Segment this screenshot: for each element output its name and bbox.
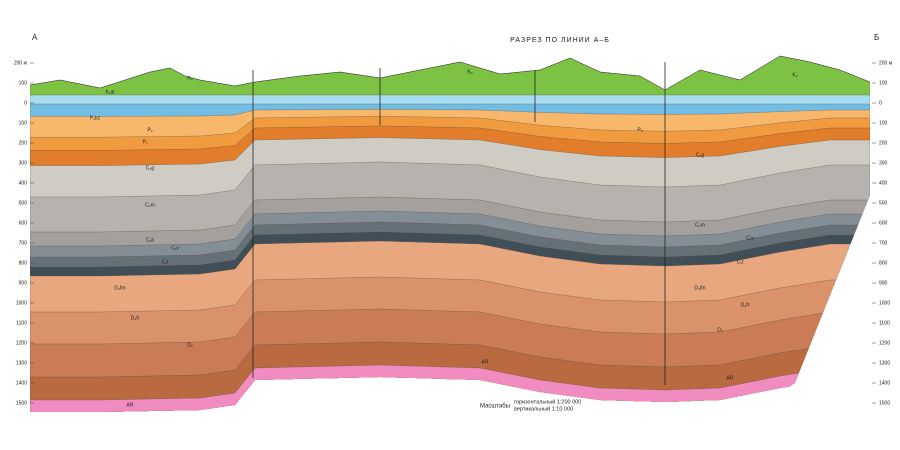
tick-label: 100 xyxy=(879,120,888,126)
tick-label: 200 xyxy=(879,140,888,146)
tick-label: 800 xyxy=(19,260,28,266)
tick-label: 1100 xyxy=(879,320,890,326)
tick-label: 700 xyxy=(879,240,888,246)
tick-label: 500 xyxy=(879,200,888,206)
tick-label: 0 xyxy=(879,100,882,106)
tick-label: 700 xyxy=(19,240,28,246)
tick-label: 100 xyxy=(879,80,888,86)
layer-label: K₂ xyxy=(467,69,472,75)
tick-label: 200 м xyxy=(879,60,893,66)
tick-label: 1100 xyxy=(16,320,27,326)
layer-label: C₃g xyxy=(696,152,705,158)
tick-label: 900 xyxy=(879,280,888,286)
tick-label: 400 xyxy=(19,180,28,186)
layer-label: C₂b xyxy=(146,237,155,243)
surface xyxy=(29,55,871,91)
tick-label: 200 xyxy=(19,140,28,146)
tick-label: 1400 xyxy=(879,380,890,386)
layer-label: P₂kz xyxy=(90,115,101,121)
layer-label: P₂ xyxy=(637,127,642,133)
corner-left: А xyxy=(32,33,38,42)
layer-label: D₂ xyxy=(717,327,723,333)
layer-label: D₂ xyxy=(187,342,193,348)
layer-labels: K₂ K₁al P₂ P₂kz P₁ C₃g C₂m C₂b C₁v C₁t D₃fm D₃fr D₂ A… xyxy=(90,69,798,408)
layer-label: C₁t xyxy=(162,259,169,265)
layer-label: AR xyxy=(482,359,489,365)
tick-label: 1200 xyxy=(879,340,890,346)
tick-label: 1000 xyxy=(16,300,27,306)
layer-label: C₁t xyxy=(737,259,744,265)
layer-label: AR xyxy=(727,375,734,381)
tick-label: 0 xyxy=(24,100,27,106)
corner-right: Б xyxy=(874,33,879,42)
tick-label: 100 xyxy=(19,120,28,126)
tick-label: 800 xyxy=(879,260,888,266)
tick-label: 1300 xyxy=(879,360,890,366)
layer-label: C₃g xyxy=(146,165,155,171)
tick-label: 600 xyxy=(19,220,28,226)
scale-vertical: вертикальный 1:10 000 xyxy=(514,405,573,412)
layer-label: K₂ xyxy=(792,72,797,78)
layer-label: K₂ xyxy=(187,75,192,81)
layer-label: C₁v xyxy=(746,235,754,241)
tick-label: 300 xyxy=(879,160,888,166)
layer-label: D₃fr xyxy=(131,315,140,321)
title: РАЗРЕЗ ПО ЛИНИИ А–Б xyxy=(510,37,610,44)
boreholes xyxy=(252,62,666,385)
layer-label: C₂m xyxy=(695,222,705,228)
layer-label: C₁v xyxy=(171,245,179,251)
scale-horizontal: горизонтальный 1:200 000 xyxy=(514,398,581,405)
tick-label: 1300 xyxy=(16,360,27,366)
layer-label: C₂m xyxy=(145,202,155,208)
tick-label: 400 xyxy=(879,180,888,186)
tick-label: 1200 xyxy=(16,340,27,346)
tick-label: 1500 xyxy=(879,400,890,406)
layer-label: D₃fm xyxy=(114,285,125,291)
scale-label: Масштабы xyxy=(480,404,510,410)
layer-label: K₁al xyxy=(106,89,115,95)
tick-label: 200 м xyxy=(14,60,28,66)
layers xyxy=(30,55,870,412)
layer-label: D₃fm xyxy=(694,285,705,291)
tick-label: 500 xyxy=(19,200,28,206)
layer-label: D₃fr xyxy=(741,302,750,308)
layer-label: P₂ xyxy=(147,127,152,133)
tick-label: 100 xyxy=(19,80,28,86)
tick-label: 300 xyxy=(19,160,28,166)
tick-label: 1500 xyxy=(16,400,27,406)
layer-label: AR xyxy=(127,402,134,408)
tick-label: 600 xyxy=(879,220,888,226)
tick-label: 1000 xyxy=(879,300,890,306)
layer-label: P₁ xyxy=(142,139,147,145)
tick-label: 900 xyxy=(19,280,28,286)
tick-label: 1400 xyxy=(16,380,27,386)
